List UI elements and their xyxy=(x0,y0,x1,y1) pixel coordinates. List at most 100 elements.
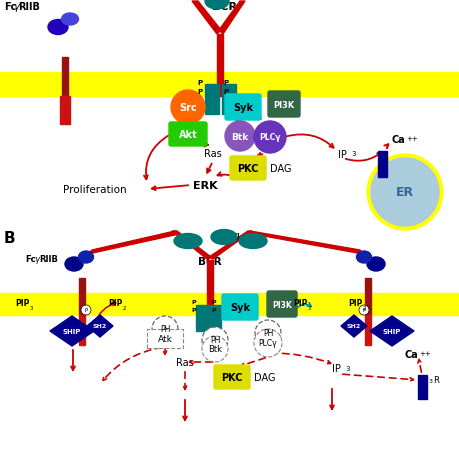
Ellipse shape xyxy=(174,234,202,249)
Text: SHIP: SHIP xyxy=(382,328,400,334)
Ellipse shape xyxy=(366,257,384,271)
FancyBboxPatch shape xyxy=(222,294,257,320)
FancyBboxPatch shape xyxy=(268,92,299,118)
Text: Syk: Syk xyxy=(232,103,252,113)
Text: PIP: PIP xyxy=(107,299,122,308)
Circle shape xyxy=(171,91,205,125)
Text: Akt: Akt xyxy=(178,130,197,140)
Bar xyxy=(364,315,370,345)
FancyBboxPatch shape xyxy=(213,365,249,389)
Bar xyxy=(0,293,459,315)
Text: Ca: Ca xyxy=(391,134,405,145)
Text: PIP: PIP xyxy=(292,299,307,308)
Text: SHIP: SHIP xyxy=(63,328,81,334)
Text: PH: PH xyxy=(262,329,273,338)
Ellipse shape xyxy=(65,257,83,271)
Bar xyxy=(217,35,223,97)
Text: DAG: DAG xyxy=(253,372,275,382)
Ellipse shape xyxy=(48,21,68,35)
Circle shape xyxy=(370,159,438,226)
Text: IP: IP xyxy=(386,165,394,174)
Bar xyxy=(79,279,85,315)
Polygon shape xyxy=(87,315,113,337)
Text: PI3K: PI3K xyxy=(273,100,294,109)
Text: 3: 3 xyxy=(428,378,432,383)
Text: PIP: PIP xyxy=(15,299,29,308)
Polygon shape xyxy=(340,315,366,337)
Bar xyxy=(79,315,85,345)
Text: Ag: Ag xyxy=(229,230,241,240)
Ellipse shape xyxy=(62,14,78,26)
Text: Fc: Fc xyxy=(4,2,17,12)
Polygon shape xyxy=(172,231,211,259)
Text: ERK: ERK xyxy=(192,180,217,190)
Bar xyxy=(208,305,214,331)
Text: Proliferation: Proliferation xyxy=(63,185,127,195)
Circle shape xyxy=(202,336,228,362)
Circle shape xyxy=(366,155,442,230)
Text: SH2: SH2 xyxy=(93,324,107,329)
Text: P: P xyxy=(191,308,196,313)
Bar xyxy=(377,151,386,178)
Polygon shape xyxy=(50,316,94,346)
Text: ++: ++ xyxy=(405,136,417,142)
Text: 3: 3 xyxy=(30,305,34,310)
Text: PKC: PKC xyxy=(221,372,242,382)
Text: RIIB: RIIB xyxy=(39,255,58,264)
Text: P: P xyxy=(211,308,216,313)
Text: Btk: Btk xyxy=(231,132,248,141)
Text: PIP: PIP xyxy=(347,299,361,308)
Text: R: R xyxy=(432,375,438,385)
Polygon shape xyxy=(249,231,362,254)
Polygon shape xyxy=(369,316,413,346)
Text: P: P xyxy=(211,300,216,305)
Text: P: P xyxy=(223,89,228,95)
Text: SH2: SH2 xyxy=(346,324,360,329)
Bar xyxy=(222,85,229,115)
FancyBboxPatch shape xyxy=(266,291,297,317)
Text: BCR: BCR xyxy=(212,2,237,12)
Text: PH: PH xyxy=(159,325,170,334)
Text: PLCγ: PLCγ xyxy=(258,339,277,348)
Bar xyxy=(364,279,370,315)
Ellipse shape xyxy=(239,234,266,249)
Circle shape xyxy=(224,122,254,151)
Text: 2: 2 xyxy=(123,305,126,310)
Circle shape xyxy=(253,329,281,357)
Circle shape xyxy=(151,316,178,342)
Text: Syk: Syk xyxy=(230,302,250,312)
Text: P: P xyxy=(197,89,202,95)
Text: P: P xyxy=(362,308,365,313)
Text: P: P xyxy=(84,308,87,313)
Bar xyxy=(62,58,68,97)
Bar xyxy=(202,305,207,331)
Ellipse shape xyxy=(211,230,236,245)
Text: Atk: Atk xyxy=(157,335,172,344)
Text: Ras: Ras xyxy=(176,357,193,367)
Circle shape xyxy=(254,320,280,346)
Polygon shape xyxy=(208,231,252,259)
Polygon shape xyxy=(218,2,245,35)
Text: Src: Src xyxy=(179,103,196,113)
Text: 2: 2 xyxy=(362,305,366,310)
Text: 3: 3 xyxy=(397,167,401,172)
Text: Btk: Btk xyxy=(207,345,222,354)
Text: PI3K: PI3K xyxy=(272,300,291,309)
FancyBboxPatch shape xyxy=(147,329,183,348)
Text: P: P xyxy=(197,80,202,86)
Circle shape xyxy=(81,305,91,315)
Bar xyxy=(229,85,235,115)
Circle shape xyxy=(358,305,368,315)
Bar xyxy=(417,375,426,399)
FancyBboxPatch shape xyxy=(168,123,207,147)
Text: PKC: PKC xyxy=(237,164,258,174)
Polygon shape xyxy=(88,231,179,254)
Text: 3: 3 xyxy=(344,365,349,371)
Bar xyxy=(196,305,202,331)
Text: RIIB: RIIB xyxy=(18,2,40,12)
Bar xyxy=(212,85,218,115)
Circle shape xyxy=(253,122,285,154)
Text: Fc: Fc xyxy=(25,255,35,264)
Text: ER: ER xyxy=(395,186,413,199)
Text: PLCγ: PLCγ xyxy=(259,133,280,142)
